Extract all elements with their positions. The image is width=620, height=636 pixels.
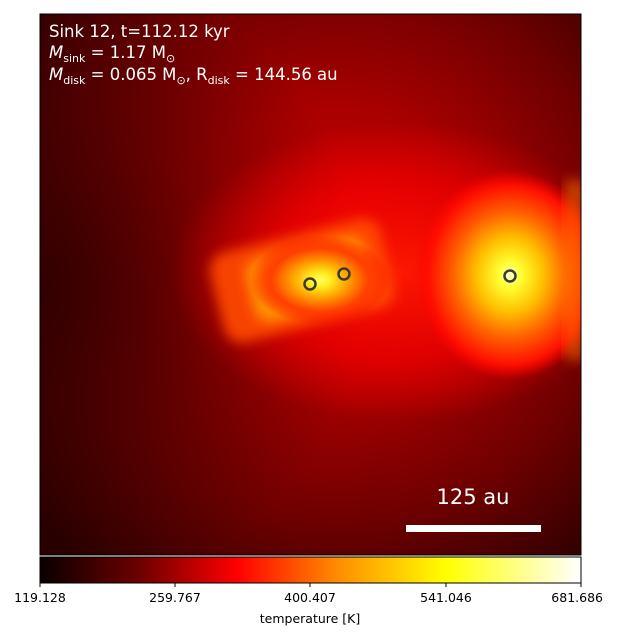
colorbar-tick-label-4: 541.046 — [420, 590, 472, 605]
plot-frame — [39, 13, 582, 556]
colorbar — [39, 556, 582, 584]
sink-marker-b — [337, 267, 351, 281]
colorbar-label: temperature [K] — [260, 611, 361, 626]
temperature-map — [40, 14, 581, 555]
sink-marker-a — [303, 277, 317, 291]
colorbar-tick-label-2: 259.767 — [149, 590, 201, 605]
sink-markers — [303, 267, 517, 291]
sink-marker-c — [503, 269, 517, 283]
sink-mass-line: Msink = 1.17 M⊙ — [49, 43, 175, 65]
disk-line: Mdisk = 0.065 M⊙, Rdisk = 144.56 au — [49, 65, 338, 87]
scale-bar-label: 125 au — [437, 485, 510, 509]
colorbar-tick-label-5: 681.686 — [551, 590, 603, 605]
colorbar-tick-label-1: 119.128 — [14, 590, 66, 605]
colorbar-tick-label-3: 400.407 — [284, 590, 336, 605]
scale-bar — [406, 525, 541, 532]
title-line: Sink 12, t=112.12 kyr — [49, 22, 230, 41]
colorbar-ticks — [39, 583, 582, 587]
